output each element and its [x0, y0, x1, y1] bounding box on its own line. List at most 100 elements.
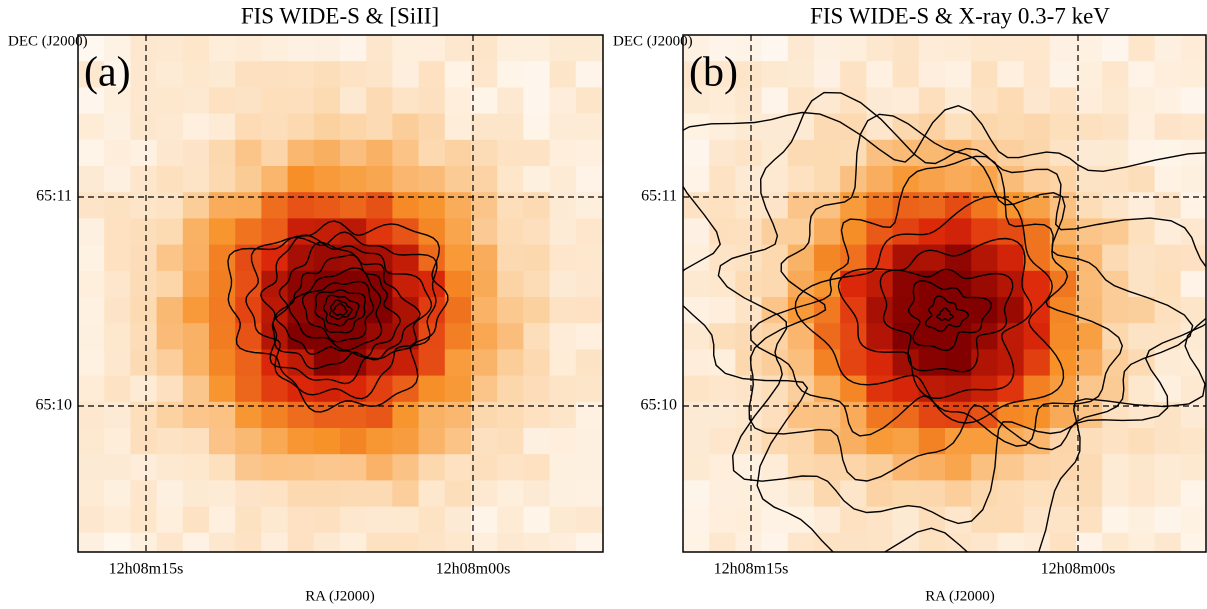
pixel [1154, 428, 1182, 455]
pixel [945, 428, 972, 455]
y-tick-label: 65:11 [36, 188, 72, 205]
pixel [104, 192, 131, 219]
pixel [444, 244, 472, 272]
pixel [78, 244, 105, 272]
pixel [945, 113, 972, 141]
pixel [735, 506, 763, 534]
pixel [575, 244, 603, 272]
pixel [1049, 297, 1077, 324]
pixel [1049, 532, 1077, 552]
pixel [1023, 428, 1051, 455]
pixel [392, 532, 420, 552]
pixel [918, 349, 946, 377]
pixel [182, 323, 210, 350]
pixel [392, 401, 420, 429]
pixel [997, 428, 1025, 455]
pixel [392, 454, 420, 481]
pixel [261, 139, 289, 167]
pixel [78, 454, 105, 481]
pixel [497, 218, 524, 246]
pixel [1102, 506, 1129, 534]
pixel [840, 192, 867, 219]
pixel [892, 532, 920, 552]
pixel [709, 297, 736, 324]
pixel [340, 113, 367, 141]
pixel [523, 454, 551, 481]
pixel [523, 323, 551, 350]
pixel [918, 454, 946, 481]
pixel [997, 166, 1025, 193]
pixel [261, 480, 289, 508]
pixel [130, 139, 158, 167]
pixel [130, 192, 158, 219]
pixel [735, 218, 763, 246]
pixel [840, 506, 867, 534]
pixel [392, 506, 420, 534]
pixel [78, 323, 105, 350]
pixel [444, 375, 472, 403]
pixel [1154, 218, 1182, 246]
pixel [523, 375, 551, 403]
pixel [261, 532, 289, 552]
pixel [1102, 454, 1129, 481]
pixel [866, 87, 894, 115]
pixel [497, 61, 524, 88]
pixel [235, 113, 262, 141]
pixel [997, 480, 1025, 508]
pixel [287, 113, 315, 141]
pixel [235, 139, 262, 167]
pixel [709, 480, 736, 508]
pixel [735, 61, 763, 88]
pixel [735, 349, 763, 377]
pixel [1076, 454, 1103, 481]
pixel [1023, 270, 1051, 298]
pixel [418, 192, 446, 219]
pixel [971, 428, 998, 455]
pixel [997, 375, 1025, 403]
pixel [840, 61, 867, 88]
pixel [182, 480, 210, 508]
pixel [1102, 532, 1129, 552]
pixel [1128, 480, 1156, 508]
pixel [761, 454, 789, 481]
pixel [156, 192, 184, 219]
pixel [287, 139, 315, 167]
pixel [340, 532, 367, 552]
pixel [1023, 454, 1051, 481]
pixel [549, 532, 577, 552]
pixel [787, 113, 815, 141]
pixel [549, 87, 577, 115]
pixel [1128, 192, 1156, 219]
pixel [814, 166, 841, 193]
pixel [787, 139, 815, 167]
pixel [709, 113, 736, 141]
y-axis-label: DEC (J2000) [8, 33, 88, 49]
pixel [130, 323, 158, 350]
pixel [549, 454, 577, 481]
pixel [971, 532, 998, 552]
pixel [1128, 454, 1156, 481]
pixel [209, 506, 236, 534]
pixel [471, 375, 498, 403]
pixel [575, 323, 603, 350]
pixel [1180, 297, 1206, 324]
pixel [78, 35, 105, 62]
pixel [787, 87, 815, 115]
pixel [1128, 113, 1156, 141]
pixel [866, 428, 894, 455]
contour [245, 231, 438, 400]
pixel [497, 113, 524, 141]
pixel [997, 113, 1025, 141]
pixel [1154, 61, 1182, 88]
pixel [814, 35, 841, 62]
pixel [602, 323, 603, 350]
pixel [78, 480, 105, 508]
pixel [866, 192, 894, 219]
pixel [761, 323, 789, 350]
pixel [918, 532, 946, 552]
pixel [1128, 428, 1156, 455]
pixel [497, 349, 524, 377]
pixel [523, 139, 551, 167]
pixel [971, 349, 998, 377]
pixel [471, 454, 498, 481]
